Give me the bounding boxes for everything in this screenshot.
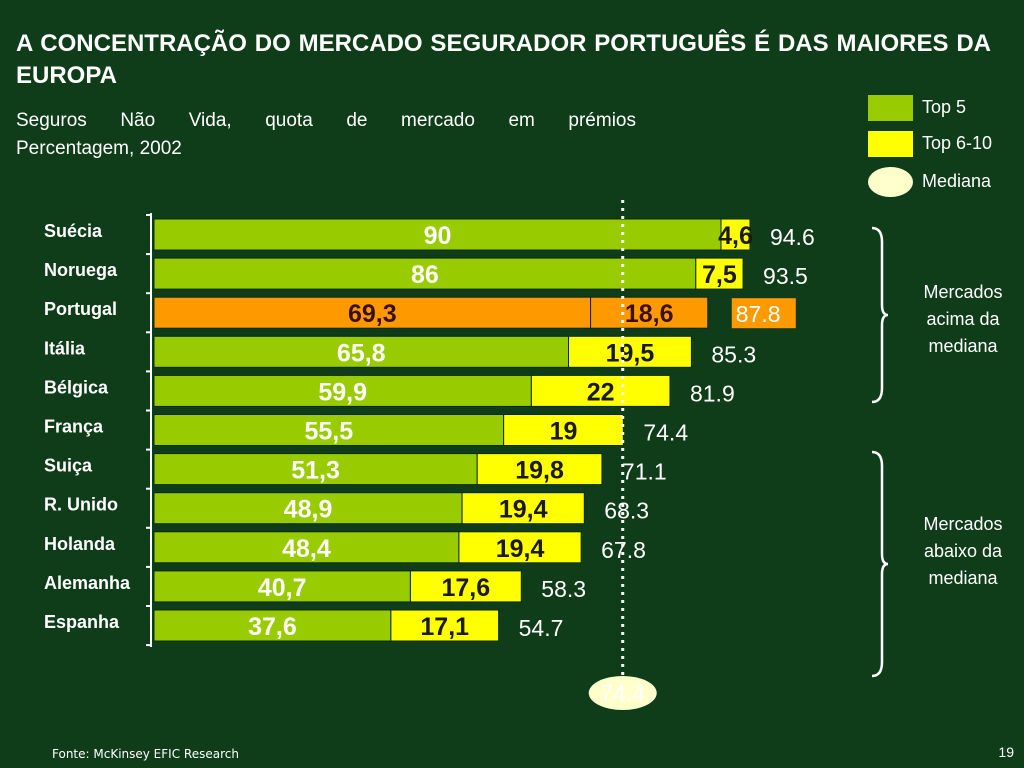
- page-number: 19: [998, 744, 1014, 760]
- legend-item-median: Mediana: [868, 167, 1024, 197]
- data-label-top6-10: 19,4: [496, 535, 545, 563]
- data-label-top5: 48,4: [282, 535, 331, 563]
- bar-top6-10: [461, 492, 585, 525]
- data-label-top5: 55,5: [304, 418, 353, 446]
- subtitle-line-1: Seguros Não Vida, quota de mercado em pr…: [16, 110, 636, 131]
- data-label-top5: 51,3: [291, 457, 340, 485]
- data-label-top5: 86: [411, 261, 439, 289]
- bar-top5: [153, 531, 460, 564]
- data-label-top6-10: 7,5: [702, 261, 737, 289]
- bar-top5: [153, 492, 463, 525]
- bar-top5: [153, 296, 592, 329]
- total-label: 87.8: [736, 301, 781, 327]
- bar-top6-10: [503, 414, 624, 446]
- category-label: R. Unido: [44, 495, 118, 515]
- group-label: Mercados: [923, 514, 1002, 534]
- data-label-top6-10: 17,6: [442, 574, 491, 602]
- group-label: acima da: [926, 309, 1000, 329]
- category-label: Suiça: [44, 456, 93, 476]
- total-highlight-box: [731, 298, 796, 329]
- legend-swatch-top6-10: [868, 131, 913, 157]
- category-label: Portugal: [44, 299, 117, 319]
- legend-label-top5: Top 5: [922, 97, 967, 117]
- data-label-top5: 37,6: [248, 613, 297, 641]
- category-label: Alemanha: [44, 573, 131, 593]
- total-label: 93.5: [763, 263, 808, 289]
- bar-top6-10: [476, 453, 603, 486]
- data-label-top5: 90: [424, 222, 452, 250]
- total-label: 74.4: [643, 420, 688, 446]
- legend-label-top6-10: Top 6-10: [922, 133, 993, 153]
- category-label: Noruega: [44, 260, 118, 280]
- bar-top5: [153, 570, 411, 603]
- bar-top6-10: [458, 531, 582, 564]
- total-label: 71.1: [622, 459, 667, 485]
- median-value-label: 74.4: [600, 680, 645, 706]
- total-label: 54.7: [519, 615, 564, 641]
- bar-top6-10: [568, 335, 692, 368]
- group-label: Mercados: [923, 282, 1002, 302]
- data-label-top6-10: 4,6: [718, 222, 753, 250]
- data-label-top6-10: 19,8: [515, 457, 564, 485]
- brace-below-median: [871, 450, 889, 678]
- bar-top5: [153, 609, 392, 642]
- data-label-top6-10: 17,1: [420, 613, 469, 641]
- bar-top5: [153, 218, 722, 251]
- source-footnote: Fonte: McKinsey EFIC Research: [52, 747, 239, 761]
- data-label-top5: 65,8: [337, 339, 386, 367]
- data-label-top5: 69,3: [348, 300, 397, 328]
- bar-top5: [153, 257, 697, 290]
- bar-top6-10: [695, 257, 744, 290]
- bar-top6-10: [720, 218, 751, 251]
- legend-swatch-top5: [868, 95, 913, 121]
- legend-label-median: Mediana: [922, 171, 992, 191]
- category-label: Espanha: [44, 612, 120, 632]
- brace-above-median: [871, 226, 889, 404]
- total-label: 85.3: [711, 341, 756, 367]
- median-bubble: [588, 676, 657, 710]
- total-label: 68.3: [604, 498, 649, 524]
- data-label-top6-10: 18,6: [625, 300, 674, 328]
- category-label: Suécia: [44, 221, 103, 241]
- group-label: mediana: [928, 336, 998, 356]
- bar-top5: [153, 414, 505, 446]
- bar-top6-10: [409, 570, 522, 603]
- category-label: França: [44, 417, 104, 437]
- bar-top6-10: [530, 374, 671, 407]
- data-label-top6-10: 22: [587, 378, 615, 406]
- category-label: Itália: [44, 338, 86, 358]
- category-label: Bélgica: [44, 377, 109, 397]
- total-label: 81.9: [690, 380, 735, 406]
- total-label: 94.6: [770, 224, 815, 250]
- total-label: 58.3: [541, 576, 586, 602]
- chart-subtitle: Seguros Não Vida, quota de mercado em pr…: [16, 107, 636, 163]
- bar-top6-10: [390, 609, 500, 642]
- bar-top5: [153, 335, 570, 368]
- data-label-top5: 59,9: [318, 378, 367, 406]
- data-label-top5: 48,9: [284, 496, 333, 524]
- group-label: mediana: [928, 568, 998, 588]
- data-label-top5: 40,7: [258, 574, 307, 602]
- bar-top5: [153, 374, 532, 407]
- page-title: A CONCENTRAÇÃO DO MERCADO SEGURADOR PORT…: [16, 30, 991, 89]
- category-label: Holanda: [44, 534, 116, 554]
- data-label-top6-10: 19,5: [606, 339, 655, 367]
- group-label: abaixo da: [924, 541, 1003, 561]
- total-label: 67.8: [601, 537, 646, 563]
- legend-swatch-median: [868, 167, 913, 197]
- legend-item-top5: Top 5: [868, 95, 1024, 121]
- subtitle-line-2: Percentagem, 2002: [16, 138, 182, 159]
- bar-top6-10: [590, 296, 709, 329]
- data-label-top6-10: 19,4: [499, 496, 548, 524]
- legend-item-top6-10: Top 6-10: [868, 131, 1024, 157]
- data-label-top6-10: 19: [550, 418, 578, 446]
